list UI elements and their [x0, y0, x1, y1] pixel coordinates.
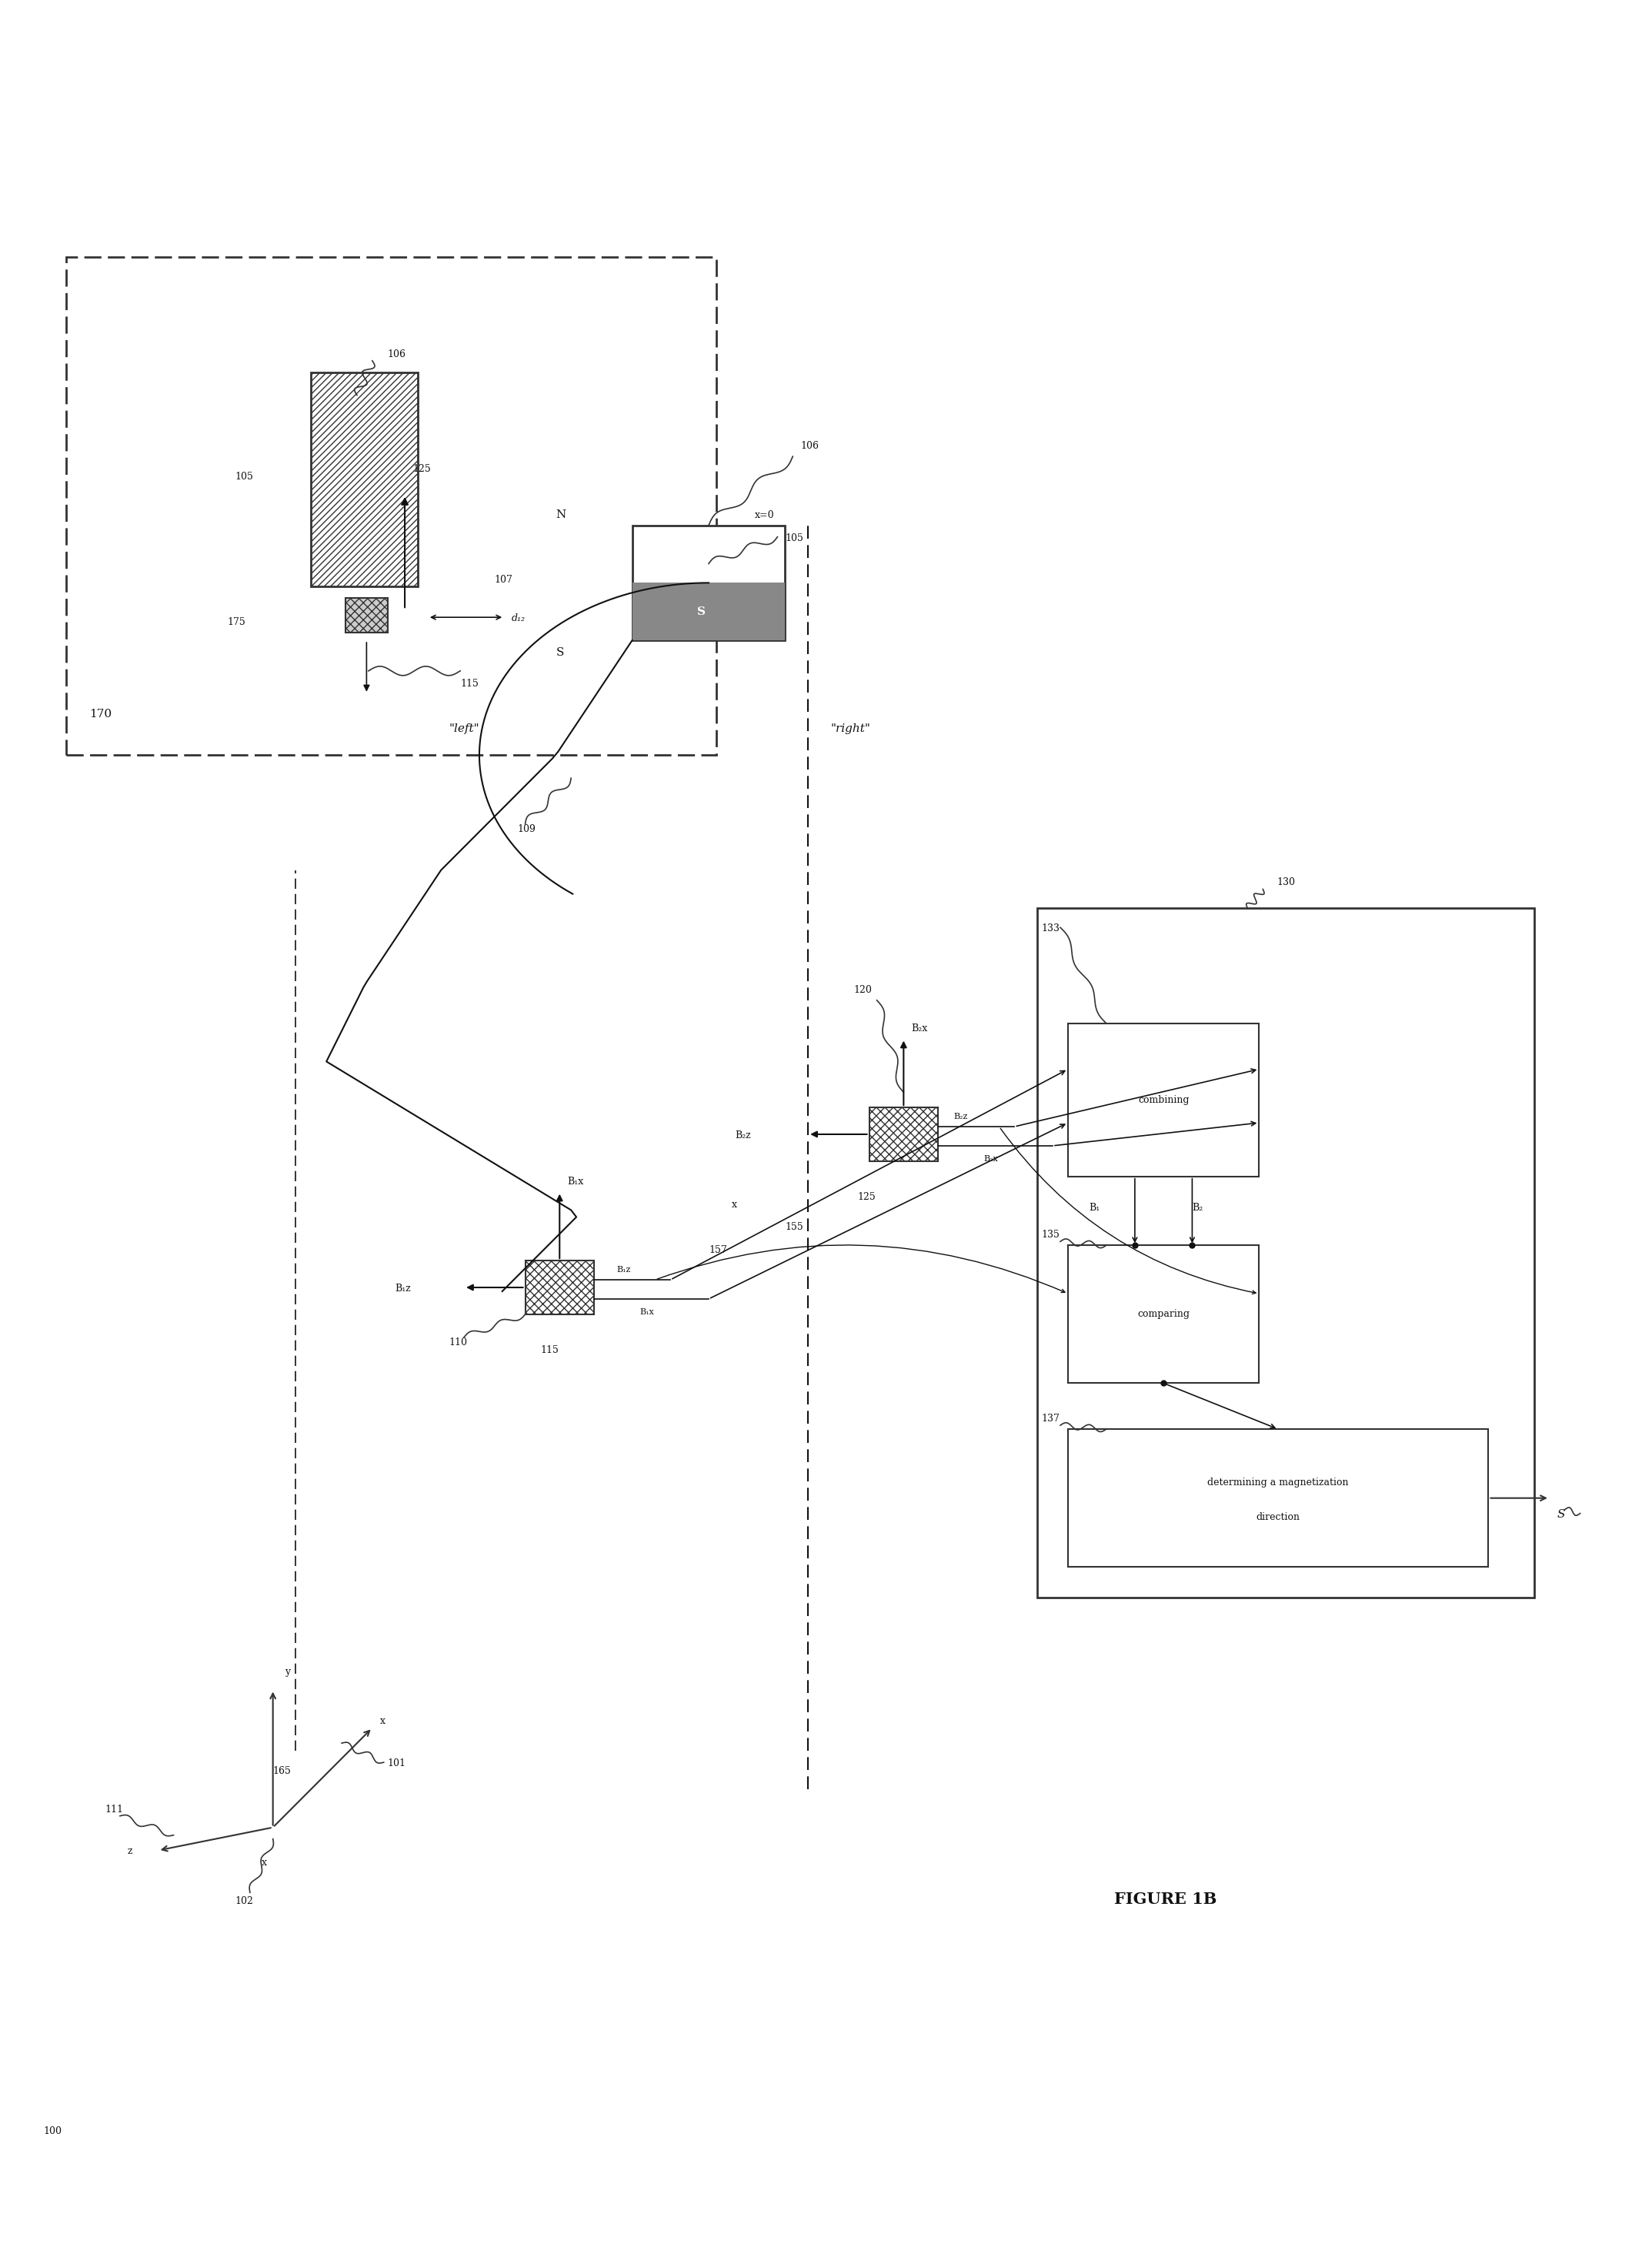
Bar: [1037, 908, 1535, 1598]
Bar: [1067, 1429, 1488, 1567]
Text: 106: 106: [800, 442, 819, 451]
Text: B₂z: B₂z: [735, 1132, 752, 1141]
Text: 107: 107: [494, 575, 514, 586]
Text: B₁x: B₁x: [639, 1307, 654, 1316]
Text: 102: 102: [235, 1896, 253, 1907]
Text: 100: 100: [43, 2126, 63, 2137]
Text: x: x: [261, 1857, 268, 1869]
Bar: [525, 1260, 595, 1314]
Bar: [869, 1107, 938, 1161]
Text: x: x: [380, 1715, 385, 1727]
Text: comparing: comparing: [1137, 1310, 1189, 1319]
Text: B₁z: B₁z: [616, 1267, 631, 1274]
Text: 165: 165: [273, 1767, 291, 1776]
Text: "right": "right": [831, 724, 871, 735]
Text: B₂z: B₂z: [953, 1113, 968, 1120]
Text: B₁x: B₁x: [567, 1177, 583, 1186]
Text: direction: direction: [1256, 1512, 1300, 1521]
Text: 157: 157: [709, 1244, 727, 1255]
Text: S: S: [697, 606, 705, 618]
Text: z: z: [127, 1846, 132, 1857]
Text: 115: 115: [540, 1346, 558, 1355]
Text: S: S: [1558, 1508, 1566, 1519]
Text: 115: 115: [461, 678, 479, 687]
FancyBboxPatch shape: [66, 257, 717, 755]
Text: 133: 133: [1041, 924, 1059, 933]
Text: B₁z: B₁z: [395, 1283, 411, 1294]
Bar: [1067, 1023, 1259, 1177]
Text: 101: 101: [388, 1758, 406, 1769]
Bar: [311, 372, 418, 586]
Text: d₁₂: d₁₂: [512, 613, 525, 624]
Text: B₂x: B₂x: [912, 1023, 927, 1032]
Text: x: x: [732, 1199, 737, 1210]
Text: FIGURE 1B: FIGURE 1B: [1113, 1891, 1216, 1907]
Text: B₂x: B₂x: [985, 1154, 998, 1163]
Text: y: y: [284, 1666, 289, 1677]
Bar: [633, 584, 785, 640]
Text: determining a magnetization: determining a magnetization: [1208, 1479, 1348, 1488]
Text: 120: 120: [854, 985, 872, 994]
Bar: [1067, 1244, 1259, 1384]
Text: S: S: [555, 647, 563, 658]
Text: 137: 137: [1041, 1413, 1059, 1425]
Text: B₁: B₁: [1089, 1204, 1100, 1213]
Text: 106: 106: [388, 349, 406, 358]
Text: 109: 109: [517, 825, 535, 834]
Text: x=0: x=0: [755, 509, 775, 521]
Text: 125: 125: [857, 1192, 876, 1201]
Text: 170: 170: [89, 708, 112, 719]
Text: N: N: [555, 509, 567, 521]
Text: B₂: B₂: [1193, 1204, 1203, 1213]
Text: combining: combining: [1138, 1095, 1189, 1104]
Text: 155: 155: [785, 1222, 803, 1233]
Bar: [345, 597, 388, 633]
Text: 105: 105: [235, 471, 253, 482]
Text: 110: 110: [449, 1337, 468, 1348]
Text: 111: 111: [104, 1805, 124, 1814]
Text: 105: 105: [785, 532, 803, 543]
Bar: [633, 525, 785, 640]
Text: "left": "left": [449, 724, 479, 735]
Text: 125: 125: [413, 464, 431, 473]
Text: N: N: [695, 548, 707, 559]
Text: 175: 175: [226, 618, 244, 627]
Text: 130: 130: [1277, 877, 1295, 888]
Text: 135: 135: [1041, 1231, 1059, 1240]
